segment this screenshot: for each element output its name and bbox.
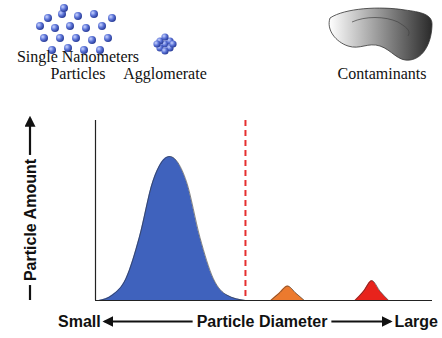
- svg-text:Particle Diameter: Particle Diameter: [197, 313, 328, 330]
- svg-text:Agglomerate: Agglomerate: [123, 65, 207, 83]
- svg-text:Single NanometersParticles: Single NanometersParticles: [17, 48, 139, 82]
- svg-text:Contaminants: Contaminants: [338, 65, 427, 82]
- svg-text:Particle Amount: Particle Amount: [22, 158, 39, 281]
- svg-text:Small: Small: [58, 313, 101, 330]
- svg-text:Large: Large: [394, 313, 438, 330]
